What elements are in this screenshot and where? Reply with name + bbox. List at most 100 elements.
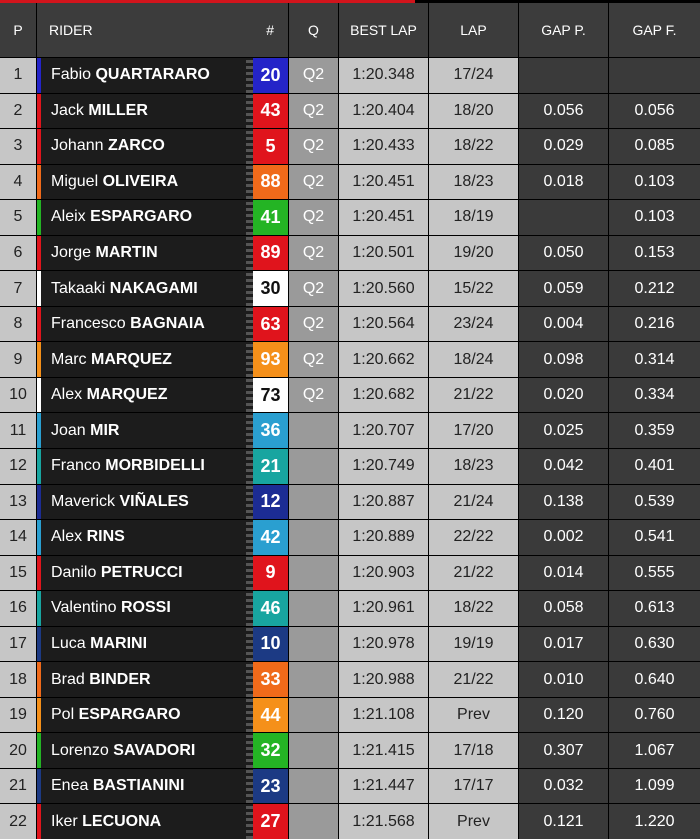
last-name: MARQUEZ bbox=[91, 350, 172, 368]
last-name: ESPARGARO bbox=[90, 208, 193, 226]
best-lap: 1:20.889 bbox=[339, 520, 428, 555]
results-table: P RIDER # Q BEST LAP LAP GAP P. GAP F. 1… bbox=[0, 3, 700, 839]
last-name: OLIVEIRA bbox=[102, 172, 179, 190]
team-stripe bbox=[37, 342, 41, 377]
team-stripe bbox=[37, 449, 41, 484]
team-stripe bbox=[37, 93, 41, 129]
gap-previous: 0.010 bbox=[519, 662, 608, 697]
gap-first: 0.153 bbox=[609, 235, 700, 271]
qualifying bbox=[289, 413, 338, 448]
best-lap: 1:20.903 bbox=[339, 555, 428, 591]
last-name: VIÑALES bbox=[119, 492, 189, 510]
best-lap: 1:20.451 bbox=[339, 164, 428, 200]
checker bbox=[246, 306, 253, 342]
lap: Prev bbox=[429, 804, 518, 839]
team-stripe bbox=[37, 520, 41, 555]
rider-cell: Jorge MARTIN 89 bbox=[37, 235, 288, 271]
team-stripe bbox=[37, 306, 41, 342]
rider-cell: Aleix ESPARGARO 41 bbox=[37, 200, 288, 235]
lap: 19/20 bbox=[429, 235, 518, 271]
rider-number: 63 bbox=[253, 306, 288, 342]
last-name: RINS bbox=[86, 528, 125, 546]
gap-previous: 0.002 bbox=[519, 520, 608, 555]
position: 20 bbox=[0, 733, 36, 768]
qualifying: Q2 bbox=[289, 235, 338, 271]
rider-number: 27 bbox=[253, 804, 288, 839]
lap: 17/18 bbox=[429, 733, 518, 768]
best-lap: 1:20.749 bbox=[339, 449, 428, 484]
qualifying: Q2 bbox=[289, 58, 338, 93]
rider-cell: Iker LECUONA 27 bbox=[37, 804, 288, 839]
rider-name: Johann ZARCO bbox=[41, 137, 246, 155]
last-name: BAGNAIA bbox=[130, 315, 205, 333]
header-cell: BEST LAP bbox=[339, 3, 428, 57]
rider-name: Alex MARQUEZ bbox=[41, 386, 246, 404]
header-label: # bbox=[266, 22, 274, 38]
last-name: MARQUEZ bbox=[86, 386, 168, 404]
lap: 21/24 bbox=[429, 484, 518, 520]
rider-name: Pol ESPARGARO bbox=[41, 706, 246, 724]
lap: 17/24 bbox=[429, 58, 518, 93]
rider-name: Enea BASTIANINI bbox=[41, 777, 246, 795]
rider-cell: Brad BINDER 33 bbox=[37, 662, 288, 697]
best-lap: 1:20.682 bbox=[339, 377, 428, 413]
first-name: Maverick bbox=[51, 492, 116, 510]
last-name: MARTIN bbox=[95, 243, 158, 261]
checker bbox=[246, 129, 253, 164]
qualifying: Q2 bbox=[289, 200, 338, 235]
rider-name: Franco MORBIDELLI bbox=[41, 457, 246, 475]
gap-first bbox=[609, 58, 700, 93]
rider-number: 21 bbox=[253, 449, 288, 484]
gap-previous: 0.307 bbox=[519, 733, 608, 768]
last-name: MILLER bbox=[88, 101, 148, 119]
lap: 21/22 bbox=[429, 662, 518, 697]
gap-first: 0.334 bbox=[609, 377, 700, 413]
rider-name: Francesco BAGNAIA bbox=[41, 315, 246, 333]
gap-first: 1.067 bbox=[609, 733, 700, 768]
first-name: Alex bbox=[51, 528, 83, 546]
qualifying: Q2 bbox=[289, 164, 338, 200]
rider-name: Miguel OLIVEIRA bbox=[41, 173, 246, 191]
rider-name: Marc MARQUEZ bbox=[41, 351, 246, 369]
last-name: BASTIANINI bbox=[92, 777, 185, 795]
rider-name: Aleix ESPARGARO bbox=[41, 208, 246, 226]
header-cell: RIDER # bbox=[37, 3, 288, 57]
qualifying: Q2 bbox=[289, 93, 338, 129]
rider-number: 36 bbox=[253, 413, 288, 448]
best-lap: 1:20.978 bbox=[339, 626, 428, 662]
gap-previous: 0.042 bbox=[519, 449, 608, 484]
position: 22 bbox=[0, 804, 36, 839]
rider-number: 9 bbox=[253, 555, 288, 591]
team-stripe bbox=[37, 697, 41, 733]
qualifying bbox=[289, 697, 338, 733]
rider-name: Brad BINDER bbox=[41, 671, 246, 689]
position: 14 bbox=[0, 520, 36, 555]
position: 16 bbox=[0, 591, 36, 626]
position: 9 bbox=[0, 342, 36, 377]
last-name: PETRUCCI bbox=[100, 563, 183, 581]
rider-cell: Luca MARINI 10 bbox=[37, 626, 288, 662]
rider-number: 88 bbox=[253, 164, 288, 200]
gap-first: 0.056 bbox=[609, 93, 700, 129]
checker bbox=[246, 164, 253, 200]
best-lap: 1:20.501 bbox=[339, 235, 428, 271]
position: 13 bbox=[0, 484, 36, 520]
rider-cell: Marc MARQUEZ 93 bbox=[37, 342, 288, 377]
gap-previous bbox=[519, 58, 608, 93]
header-label: RIDER bbox=[49, 22, 93, 38]
checker bbox=[246, 58, 253, 93]
qualifying: Q2 bbox=[289, 377, 338, 413]
gap-previous: 0.032 bbox=[519, 768, 608, 804]
position: 8 bbox=[0, 306, 36, 342]
last-name: ROSSI bbox=[120, 599, 171, 617]
checker bbox=[246, 235, 253, 271]
rider-name: Joan MIR bbox=[41, 422, 246, 440]
gap-previous: 0.138 bbox=[519, 484, 608, 520]
position: 21 bbox=[0, 768, 36, 804]
gap-previous: 0.017 bbox=[519, 626, 608, 662]
gap-previous: 0.004 bbox=[519, 306, 608, 342]
rider-number: 33 bbox=[253, 662, 288, 697]
gap-previous: 0.014 bbox=[519, 555, 608, 591]
checker bbox=[246, 413, 253, 448]
